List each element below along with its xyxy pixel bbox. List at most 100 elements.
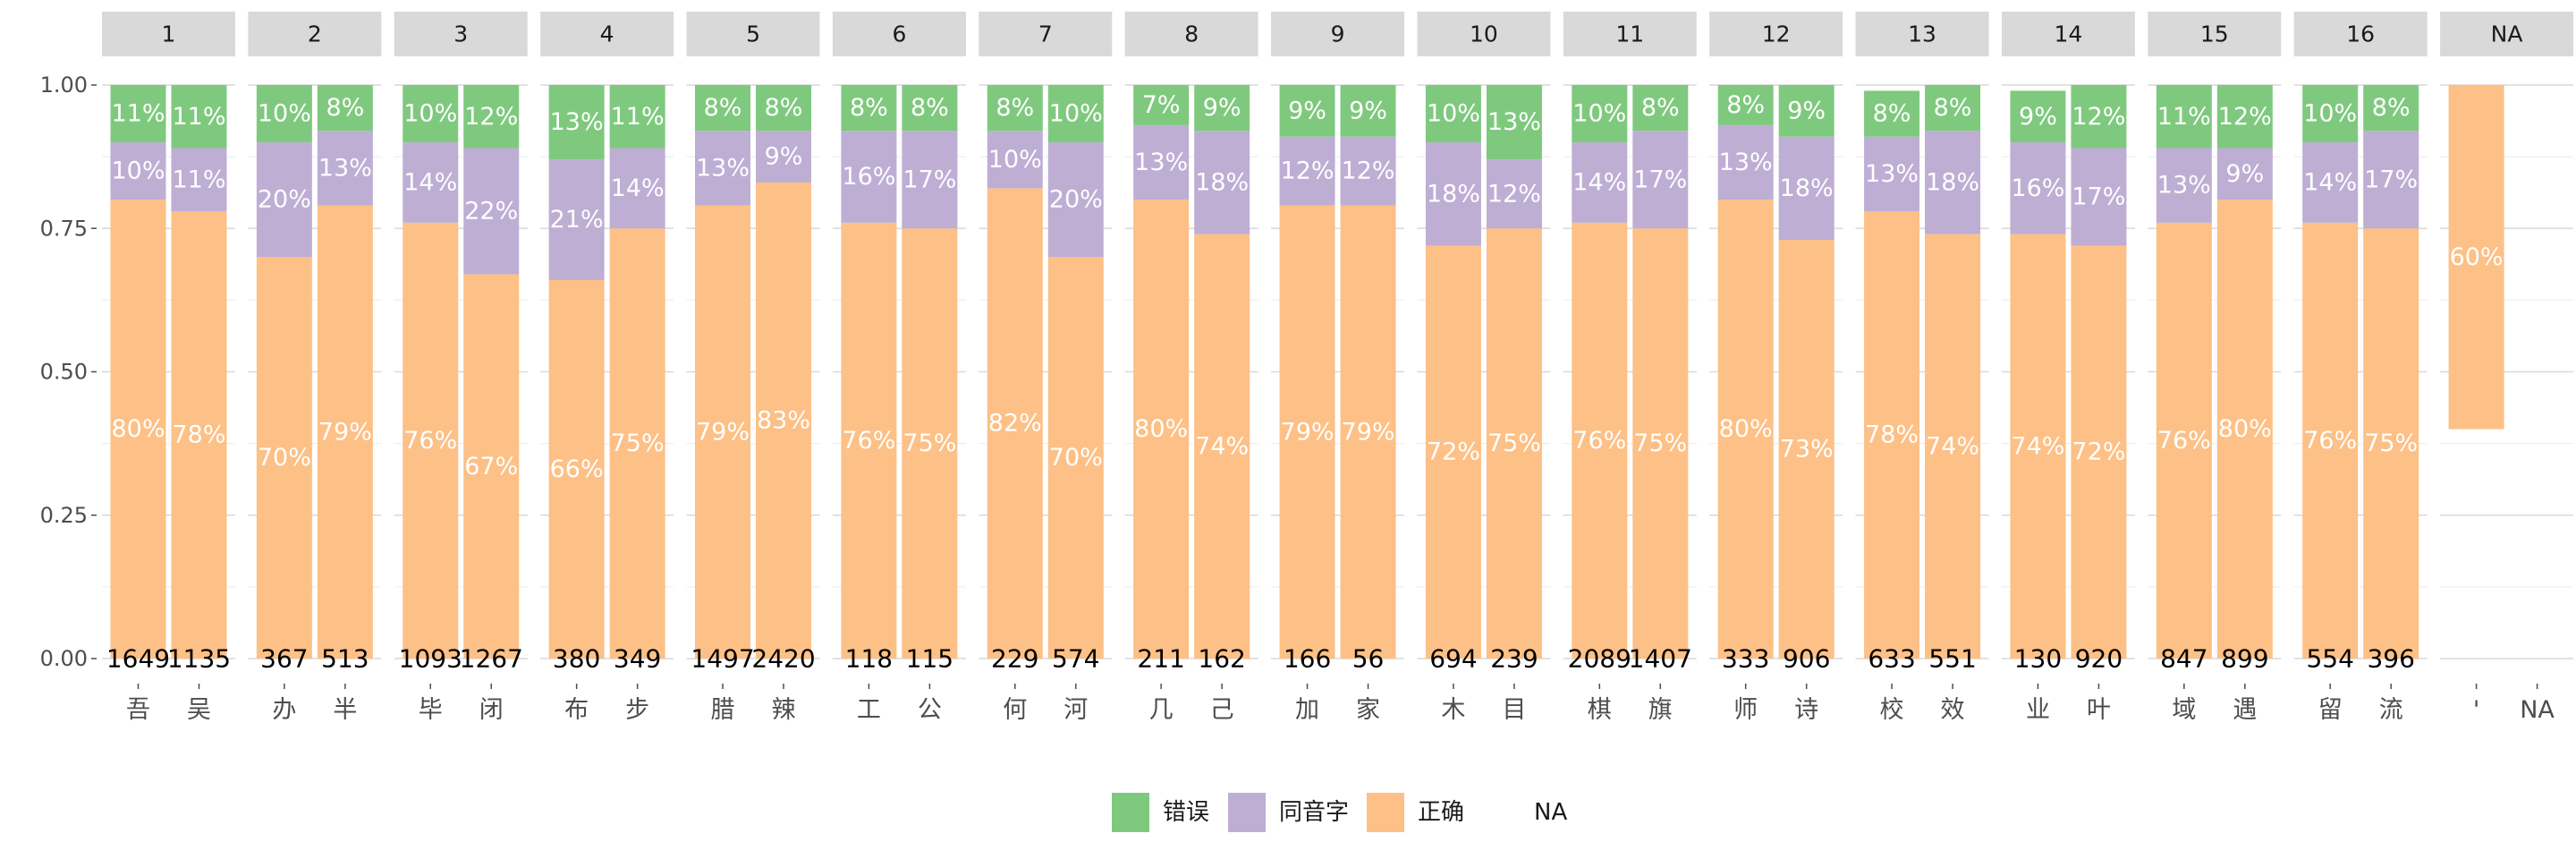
bar-segment xyxy=(402,142,459,223)
x-tick-label: 步 xyxy=(625,696,649,724)
bar-segment xyxy=(1925,131,1981,234)
bar-segment xyxy=(2156,85,2212,149)
x-tick-label: 毕 xyxy=(419,696,443,724)
bar-segment xyxy=(1632,131,1689,229)
segment-percent-label: 13% xyxy=(1865,160,1919,188)
facet-strip xyxy=(2148,12,2282,56)
x-tick-label: 办 xyxy=(272,696,296,724)
segment-percent-label: 9% xyxy=(1203,94,1241,122)
segment-percent-label: 80% xyxy=(1719,415,1773,443)
bar-segment xyxy=(1778,240,1835,659)
bar-count-label: 380 xyxy=(553,644,600,674)
bar-segment xyxy=(756,182,812,659)
segment-percent-label: 73% xyxy=(1780,436,1834,464)
bar-segment xyxy=(2010,234,2066,659)
segment-percent-label: 18% xyxy=(1780,174,1834,202)
segment-percent-label: 12% xyxy=(1487,180,1541,208)
segment-percent-label: 66% xyxy=(550,455,604,483)
x-tick-label: 加 xyxy=(1295,696,1319,724)
segment-percent-label: 67% xyxy=(464,453,518,481)
facet-strip-label: 1 xyxy=(162,21,176,47)
bar-count-label: 367 xyxy=(260,644,308,674)
facet-strip xyxy=(686,12,820,56)
x-tick-label: 师 xyxy=(1733,696,1758,724)
segment-percent-label: 7% xyxy=(1142,91,1181,119)
segment-percent-label: 18% xyxy=(1427,180,1480,208)
bar-segment xyxy=(841,131,897,223)
segment-percent-label: 8% xyxy=(704,94,742,122)
segment-percent-label: 72% xyxy=(1427,438,1480,466)
segment-percent-label: 20% xyxy=(1049,186,1103,214)
bar-segment xyxy=(1486,85,1542,160)
facet-strip-label: 8 xyxy=(1184,21,1199,47)
bar-count-label: 229 xyxy=(991,644,1038,674)
bar-count-label: 1497 xyxy=(691,644,754,674)
bar-count-label: 239 xyxy=(1490,644,1538,674)
bar-count-label: 1649 xyxy=(106,644,170,674)
segment-percent-label: 8% xyxy=(326,94,364,122)
bar-segment xyxy=(1047,142,1104,258)
x-tick-label: 校 xyxy=(1880,696,1904,724)
segment-percent-label: 20% xyxy=(258,186,311,214)
y-tick-label: 0.25 xyxy=(40,503,88,528)
bar-count-label: 633 xyxy=(1868,644,1915,674)
bar-segment xyxy=(756,131,812,183)
bar-segment xyxy=(1279,85,1335,137)
segment-percent-label: 9% xyxy=(2225,160,2264,188)
bar-segment xyxy=(1340,85,1396,137)
bar-segment xyxy=(1632,228,1689,659)
bar-segment xyxy=(1717,85,1774,125)
x-tick-label: 遇 xyxy=(2233,696,2257,724)
bar-segment xyxy=(2010,90,2066,143)
segment-percent-label: 13% xyxy=(2157,172,2211,200)
x-tick-label: NA xyxy=(2520,696,2555,724)
segment-percent-label: 16% xyxy=(842,163,895,191)
bar-segment xyxy=(695,205,751,659)
bar-count-label: 513 xyxy=(321,644,369,674)
segment-percent-label: 12% xyxy=(2218,103,2272,131)
bar-segment xyxy=(1486,159,1542,229)
segment-percent-label: 72% xyxy=(2072,438,2125,466)
x-tick-label: 河 xyxy=(1063,696,1088,724)
segment-percent-label: 76% xyxy=(842,427,895,455)
x-tick-label: 留 xyxy=(2318,696,2343,724)
bar-count-label: 847 xyxy=(2160,644,2207,674)
bar-segment xyxy=(171,211,227,659)
x-tick-label: 闭 xyxy=(479,696,504,724)
segment-percent-label: 11% xyxy=(2157,103,2211,131)
x-tick-label: 半 xyxy=(333,696,357,724)
bar-segment xyxy=(1194,131,1250,234)
segment-percent-label: 9% xyxy=(1787,97,1826,124)
bar-segment xyxy=(2302,85,2359,143)
facet-strip xyxy=(1124,12,1258,56)
bar-segment xyxy=(463,274,520,659)
bar-count-label: 396 xyxy=(2367,644,2414,674)
bar-segment xyxy=(463,85,520,149)
facet-strip xyxy=(832,12,966,56)
x-tick-label: 公 xyxy=(918,696,942,724)
facet-strip-label: 13 xyxy=(1908,21,1936,47)
facet-strip-label: 15 xyxy=(2200,21,2229,47)
bar-count-label: 211 xyxy=(1137,644,1184,674)
bar-segment xyxy=(1279,205,1335,659)
bar-segment xyxy=(1194,85,1250,132)
x-tick-label: 何 xyxy=(1003,696,1027,724)
bar-segment xyxy=(1340,205,1396,659)
bar-count-label: 1093 xyxy=(399,644,462,674)
segment-percent-label: 11% xyxy=(611,103,665,131)
facet-strip-label: 2 xyxy=(308,21,322,47)
segment-percent-label: 75% xyxy=(2364,430,2418,457)
bar-segment xyxy=(2302,142,2359,223)
segment-percent-label: 16% xyxy=(2011,174,2064,202)
segment-percent-label: 83% xyxy=(757,406,810,434)
x-tick-label: 布 xyxy=(564,696,589,724)
facet-strip-label: 7 xyxy=(1038,21,1053,47)
bar-segment xyxy=(2448,85,2504,430)
bar-segment xyxy=(1133,85,1190,125)
bar-count-label: 1267 xyxy=(460,644,523,674)
facet-strip-label: 9 xyxy=(1331,21,1345,47)
bar-segment xyxy=(317,205,373,659)
segment-percent-label: 18% xyxy=(1195,168,1249,196)
y-tick-label: 0.75 xyxy=(40,216,88,241)
segment-percent-label: 74% xyxy=(2011,432,2064,460)
